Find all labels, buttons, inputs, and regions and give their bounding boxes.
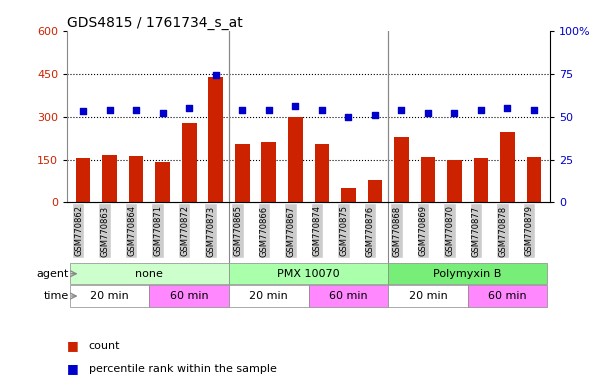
Text: GSM770863: GSM770863 bbox=[101, 205, 109, 257]
Bar bbox=[527, 157, 541, 202]
Point bbox=[290, 103, 300, 109]
FancyBboxPatch shape bbox=[309, 285, 388, 307]
Point bbox=[237, 107, 247, 113]
Text: GSM770866: GSM770866 bbox=[260, 205, 269, 257]
Bar bbox=[103, 155, 117, 202]
Text: GSM770865: GSM770865 bbox=[233, 205, 242, 257]
Text: 20 min: 20 min bbox=[249, 291, 288, 301]
Bar bbox=[288, 117, 302, 202]
FancyBboxPatch shape bbox=[229, 263, 388, 285]
Point bbox=[104, 107, 114, 113]
Text: GSM770862: GSM770862 bbox=[74, 205, 83, 257]
Text: GSM770879: GSM770879 bbox=[525, 205, 534, 257]
Bar bbox=[155, 162, 170, 202]
Point bbox=[131, 107, 141, 113]
Text: GSM770873: GSM770873 bbox=[207, 205, 216, 257]
Point bbox=[317, 107, 327, 113]
Text: GSM770871: GSM770871 bbox=[154, 205, 163, 257]
Bar bbox=[420, 157, 435, 202]
Bar bbox=[76, 158, 90, 202]
Point bbox=[370, 112, 380, 118]
Bar bbox=[500, 132, 514, 202]
Text: 20 min: 20 min bbox=[409, 291, 447, 301]
Bar bbox=[368, 180, 382, 202]
Text: GSM770878: GSM770878 bbox=[499, 205, 508, 257]
FancyBboxPatch shape bbox=[467, 285, 547, 307]
Bar bbox=[262, 142, 276, 202]
Point bbox=[264, 107, 274, 113]
Point bbox=[423, 110, 433, 116]
Bar bbox=[447, 160, 462, 202]
Bar bbox=[129, 156, 144, 202]
FancyBboxPatch shape bbox=[150, 285, 229, 307]
Text: percentile rank within the sample: percentile rank within the sample bbox=[89, 364, 276, 374]
Text: GSM770864: GSM770864 bbox=[127, 205, 136, 257]
Text: GSM770867: GSM770867 bbox=[287, 205, 295, 257]
Bar bbox=[315, 144, 329, 202]
Bar bbox=[341, 187, 356, 202]
Text: count: count bbox=[89, 341, 120, 351]
Point bbox=[343, 114, 353, 120]
Text: GSM770875: GSM770875 bbox=[339, 205, 348, 257]
Point bbox=[503, 105, 513, 111]
FancyBboxPatch shape bbox=[388, 263, 547, 285]
Text: 60 min: 60 min bbox=[170, 291, 208, 301]
Point bbox=[185, 105, 194, 111]
Bar bbox=[182, 123, 197, 202]
FancyBboxPatch shape bbox=[388, 285, 467, 307]
Bar bbox=[394, 137, 409, 202]
Point bbox=[78, 108, 88, 114]
Text: ■: ■ bbox=[67, 362, 79, 375]
Text: GSM770868: GSM770868 bbox=[392, 205, 401, 257]
Text: 60 min: 60 min bbox=[488, 291, 527, 301]
Text: none: none bbox=[136, 269, 163, 279]
Point bbox=[529, 107, 539, 113]
Text: agent: agent bbox=[36, 269, 68, 279]
Text: PMX 10070: PMX 10070 bbox=[277, 269, 340, 279]
Bar bbox=[474, 158, 488, 202]
Text: GSM770872: GSM770872 bbox=[180, 205, 189, 257]
Point bbox=[450, 110, 459, 116]
Bar bbox=[208, 76, 223, 202]
Text: GSM770869: GSM770869 bbox=[419, 205, 428, 257]
Text: Polymyxin B: Polymyxin B bbox=[433, 269, 502, 279]
Point bbox=[211, 72, 221, 78]
Text: GSM770877: GSM770877 bbox=[472, 205, 481, 257]
FancyBboxPatch shape bbox=[70, 263, 229, 285]
FancyBboxPatch shape bbox=[70, 285, 150, 307]
Point bbox=[476, 107, 486, 113]
Text: GDS4815 / 1761734_s_at: GDS4815 / 1761734_s_at bbox=[67, 16, 243, 30]
Text: time: time bbox=[43, 291, 68, 301]
Point bbox=[397, 107, 406, 113]
Text: GSM770874: GSM770874 bbox=[313, 205, 322, 257]
Text: 60 min: 60 min bbox=[329, 291, 368, 301]
Text: ■: ■ bbox=[67, 339, 79, 352]
Bar bbox=[235, 144, 249, 202]
Text: GSM770870: GSM770870 bbox=[445, 205, 455, 257]
Text: GSM770876: GSM770876 bbox=[366, 205, 375, 257]
Text: 20 min: 20 min bbox=[90, 291, 129, 301]
Point bbox=[158, 110, 167, 116]
FancyBboxPatch shape bbox=[229, 285, 309, 307]
